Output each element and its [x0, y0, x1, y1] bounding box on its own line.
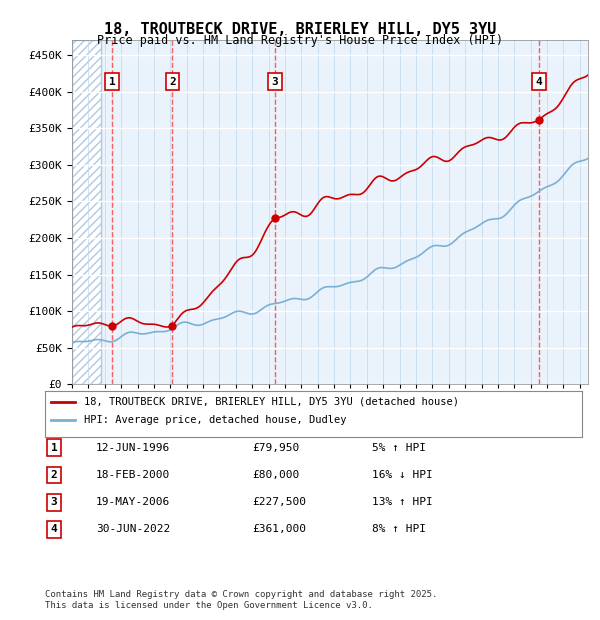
Text: 3: 3: [271, 77, 278, 87]
Text: £361,000: £361,000: [252, 525, 306, 534]
Text: 2: 2: [169, 77, 176, 87]
Text: 1: 1: [109, 77, 115, 87]
Text: HPI: Average price, detached house, Dudley: HPI: Average price, detached house, Dudl…: [84, 415, 347, 425]
Text: 19-MAY-2006: 19-MAY-2006: [96, 497, 170, 507]
Text: 18-FEB-2000: 18-FEB-2000: [96, 470, 170, 480]
Text: Contains HM Land Registry data © Crown copyright and database right 2025.
This d: Contains HM Land Registry data © Crown c…: [45, 590, 437, 609]
Text: 13% ↑ HPI: 13% ↑ HPI: [372, 497, 433, 507]
Text: 8% ↑ HPI: 8% ↑ HPI: [372, 525, 426, 534]
Text: 5% ↑ HPI: 5% ↑ HPI: [372, 443, 426, 453]
Text: 30-JUN-2022: 30-JUN-2022: [96, 525, 170, 534]
Text: 18, TROUTBECK DRIVE, BRIERLEY HILL, DY5 3YU (detached house): 18, TROUTBECK DRIVE, BRIERLEY HILL, DY5 …: [84, 397, 459, 407]
Text: 1: 1: [50, 443, 58, 453]
Text: 2: 2: [50, 470, 58, 480]
Bar: [72, 40, 101, 384]
Text: 16% ↓ HPI: 16% ↓ HPI: [372, 470, 433, 480]
Text: 18, TROUTBECK DRIVE, BRIERLEY HILL, DY5 3YU: 18, TROUTBECK DRIVE, BRIERLEY HILL, DY5 …: [104, 22, 496, 37]
Text: Price paid vs. HM Land Registry's House Price Index (HPI): Price paid vs. HM Land Registry's House …: [97, 34, 503, 47]
Text: 12-JUN-1996: 12-JUN-1996: [96, 443, 170, 453]
Text: 4: 4: [535, 77, 542, 87]
Text: 3: 3: [50, 497, 58, 507]
Text: 4: 4: [50, 525, 58, 534]
Text: £79,950: £79,950: [252, 443, 299, 453]
Text: £80,000: £80,000: [252, 470, 299, 480]
Text: £227,500: £227,500: [252, 497, 306, 507]
